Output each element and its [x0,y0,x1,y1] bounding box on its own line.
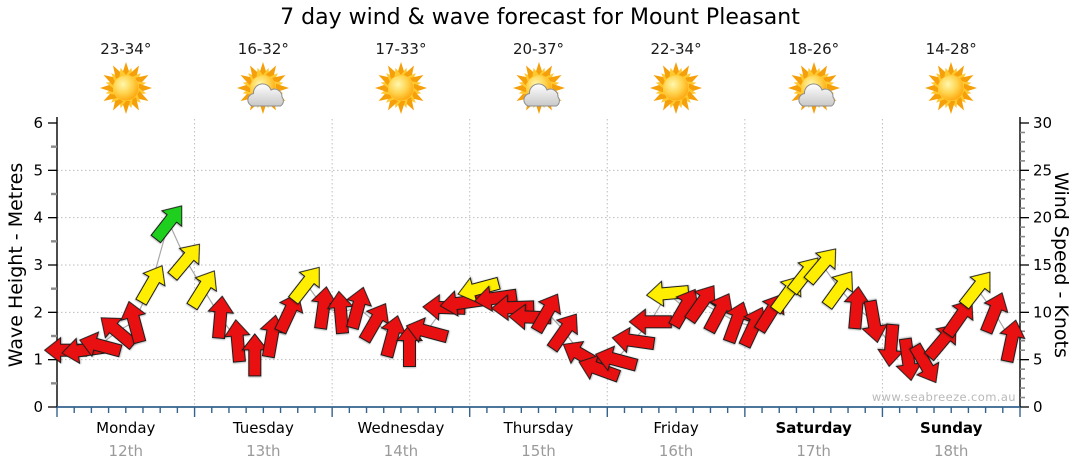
wind-arrow [135,265,166,306]
day-date-label: 18th [933,442,969,460]
day-date-label: 14th [383,442,419,460]
wave-height-tick-label: 1 [33,351,43,369]
cloud-icon [798,83,835,107]
wind-arrow [645,280,690,308]
sun-icon [374,62,427,114]
day-date-label: 16th [658,442,694,460]
weather-icon-partly-cloudy [233,61,293,117]
day-name-label: Monday [96,419,156,437]
day-name-label: Friday [653,419,699,437]
cloud-icon [522,83,560,107]
wind-arrow [611,326,656,354]
watermark: www.seabreeze.com.au [871,390,1016,404]
wind-arrow [120,300,147,345]
wind-arrow [274,292,304,335]
wind-arrow [722,301,751,345]
day-date-label: 17th [796,442,831,460]
weather-icon-sunny [921,61,981,117]
day-temp-range: 23-34° [100,40,152,58]
wind-arrow [909,342,940,384]
weather-icon-sunny [371,61,431,117]
weather-icon-partly-cloudy [509,61,569,117]
day-temp-range: 22-34° [650,40,702,58]
day-name-label: Thursday [503,419,574,437]
wind-arrow [78,331,123,358]
day-temp-range: 18-26° [788,40,840,58]
wind-arrow [405,317,450,344]
wind-arrow [861,299,888,344]
day-temp-range: 16-32° [237,40,289,58]
wind-speed-tick-label: 5 [1033,351,1043,369]
wave-height-tick-label: 5 [33,161,43,179]
day-date-label: 12th [108,442,144,460]
wind-arrow [100,317,138,351]
wind-arrow [473,285,518,313]
wind-speed-connector-line [65,220,1012,370]
weather-icon-partly-cloudy [784,61,844,117]
wind-arrow [999,319,1026,364]
wind-arrow [684,285,716,325]
day-name-label: Wednesday [357,419,445,437]
wind-arrow [223,318,251,363]
day-name-label: Saturday [775,419,852,437]
sun-icon [650,62,703,114]
wind-speed-tick-label: 25 [1033,161,1052,179]
wind-speed-tick-label: 10 [1033,303,1052,321]
cloud-icon [247,83,285,107]
wind-arrow [803,248,837,286]
day-name-label: Sunday [920,419,983,437]
wind-arrow [207,295,235,340]
wind-arrow [628,308,672,336]
wave-height-tick-label: 0 [33,398,43,416]
wind-arrow [530,293,562,335]
day-temp-range: 14-28° [925,40,977,58]
sun-icon [99,62,152,114]
day-temp-range: 20-37° [512,40,565,58]
wind-arrow [980,292,1009,335]
wave-height-tick-label: 2 [33,303,43,321]
weather-icon-sunny [96,61,156,117]
sun-icon [925,62,978,114]
wind-arrow [958,271,991,310]
wind-arrow [150,205,183,244]
wave-height-tick-label: 6 [33,114,43,132]
day-temp-range: 17-33° [375,40,427,58]
wind-speed-tick-label: 20 [1033,209,1052,227]
wave-height-tick-label: 4 [33,209,43,227]
wind-speed-tick-label: 0 [1033,398,1043,416]
wind-speed-tick-label: 30 [1033,114,1052,132]
day-name-label: Tuesday [232,419,294,437]
day-date-label: 13th [246,442,281,460]
wind-arrow [821,271,853,310]
wind-arrow [167,243,201,281]
wave-height-tick-label: 3 [33,256,43,274]
page-title: 7 day wind & wave forecast for Mount Ple… [280,5,800,30]
wind-speed-tick-label: 15 [1033,256,1052,274]
wind-arrow [942,299,974,339]
wind-arrow [346,286,373,331]
wind-arrow [287,266,320,305]
day-date-label: 15th [521,442,556,460]
wind-arrow [546,313,578,353]
weather-icon-sunny [646,61,706,117]
wind-arrow [490,294,535,322]
wind-arrow [594,345,639,372]
wind-arrow [186,270,218,311]
